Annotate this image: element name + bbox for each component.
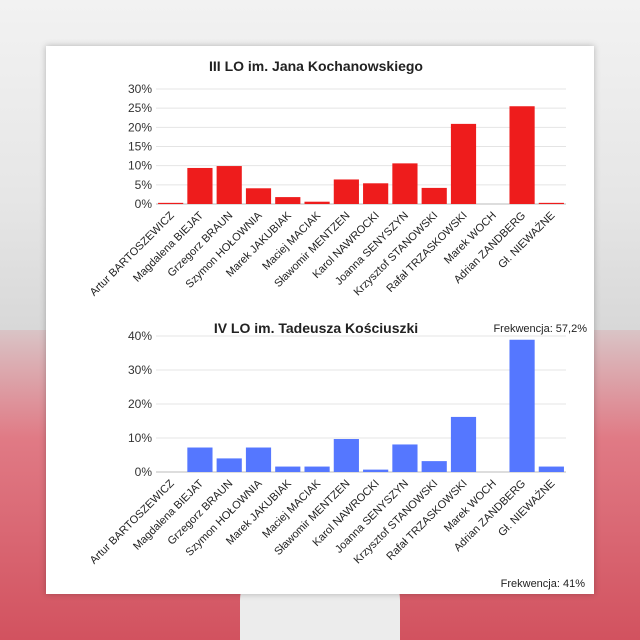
- chart2-bar-4: [245, 447, 272, 472]
- chart2-bar-11: [450, 416, 477, 472]
- chart2-bar-6: [304, 466, 330, 472]
- chart1-ytick-label: 15%: [128, 140, 152, 154]
- chart1-bar-1: [158, 202, 184, 204]
- chart2-ytick-label: 0%: [135, 465, 153, 479]
- chart1-bar-4: [245, 188, 272, 204]
- chart1-ytick-label: 0%: [135, 197, 153, 211]
- chart1-bar-3: [216, 166, 242, 204]
- chart2-ytick-label: 30%: [128, 363, 152, 377]
- chart2-bar-14: [538, 466, 564, 472]
- chart2-title: IV LO im. Tadeusza Kościuszki: [214, 320, 418, 336]
- chart1-title: III LO im. Jana Kochanowskiego: [209, 58, 423, 74]
- chart2-ytick-label: 20%: [128, 397, 152, 411]
- chart1-bar-10: [421, 187, 447, 204]
- chart2-bar-10: [421, 461, 447, 472]
- chart1-bar-9: [392, 163, 418, 204]
- chart1-bar-8: [363, 183, 389, 204]
- footer-turnout-note: Frekwencja: 41%: [501, 578, 586, 590]
- chart2-ytick-label: 40%: [128, 329, 152, 343]
- chart1-ytick-label: 20%: [128, 120, 152, 134]
- chart2-turnout-note: Frekwencja: 57,2%: [493, 323, 587, 335]
- chart1-ytick-label: 30%: [128, 82, 152, 96]
- chart2-bar-13: [509, 339, 535, 472]
- chart2-bar-9: [392, 444, 418, 472]
- chart2-bar-7: [333, 439, 359, 472]
- chart1-bar-6: [304, 201, 330, 204]
- chart-card: III LO im. Jana Kochanowskiego 0% 5% 10% 15%…: [46, 46, 594, 594]
- chart2-ytick-label: 10%: [128, 431, 152, 445]
- charts-svg: III LO im. Jana Kochanowskiego 0% 5% 10% 15%…: [88, 58, 587, 590]
- chart2-bar-8: [363, 469, 389, 472]
- chart1-bar-2: [187, 167, 213, 204]
- chart1-ytick-label: 5%: [135, 178, 153, 192]
- chart1-bar-14: [538, 202, 564, 204]
- chart1-ytick-label: 10%: [128, 159, 152, 173]
- chart2-bar-5: [275, 466, 301, 472]
- chart2-bar-3: [216, 458, 242, 472]
- chart1-bar-7: [333, 179, 359, 204]
- chart1-ytick-label: 25%: [128, 101, 152, 115]
- chart1-bar-5: [275, 197, 301, 204]
- chart2-bar-2: [187, 447, 213, 472]
- chart1-bar-11: [450, 123, 477, 204]
- chart1-bar-13: [509, 106, 535, 204]
